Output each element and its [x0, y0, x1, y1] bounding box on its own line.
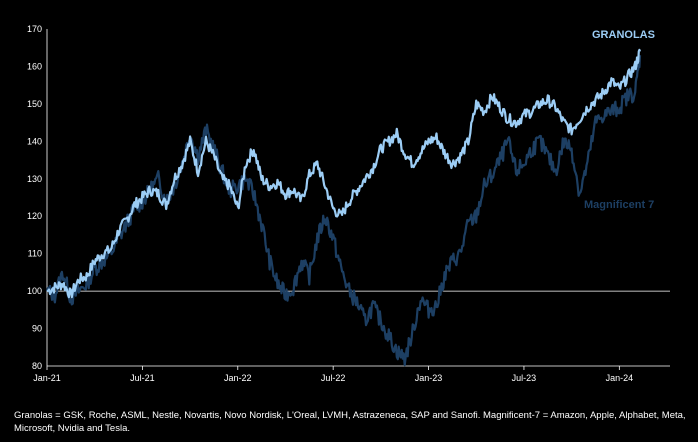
x-tick-label: Jul-22 — [321, 373, 346, 383]
x-tick-label: Jan-24 — [606, 373, 634, 383]
x-tick-label: Jan-22 — [224, 373, 252, 383]
y-tick-label: 150 — [27, 99, 42, 109]
x-tick-label: Jan-21 — [33, 373, 61, 383]
y-tick-label: 90 — [32, 324, 42, 334]
x-tick-label: Jul-23 — [512, 373, 537, 383]
y-tick-label: 120 — [27, 211, 42, 221]
y-tick-label: 130 — [27, 174, 42, 184]
x-tick-label: Jan-23 — [415, 373, 443, 383]
y-tick-label: 110 — [28, 249, 42, 259]
x-tick-label: Jul-21 — [130, 373, 155, 383]
y-tick-label: 160 — [27, 61, 42, 71]
footnote: Granolas = GSK, Roche, ASML, Nestle, Nov… — [14, 410, 686, 434]
y-tick-label: 140 — [27, 136, 42, 146]
y-tick-label: 80 — [32, 361, 42, 371]
legend-label-granolas: GRANOLAS — [592, 29, 655, 41]
legend-label-magnificent-7: Magnificent 7 — [584, 199, 654, 211]
series-line-granolas — [46, 48, 642, 299]
x-axis: Jan-21 Jul-21 Jan-22 Jul-22 Jan-23 Jul-23 Jan-… — [33, 366, 633, 383]
y-axis: 80 90 100 110 120 130 140 150 160 170 — [27, 24, 42, 371]
series-line-magnificent-7 — [45, 55, 642, 367]
line-chart: 80 90 100 110 120 130 140 150 160 170 Jan-21 Jul-2… — [27, 24, 670, 383]
y-tick-label: 170 — [27, 24, 42, 34]
y-tick-label: 100 — [27, 286, 42, 296]
